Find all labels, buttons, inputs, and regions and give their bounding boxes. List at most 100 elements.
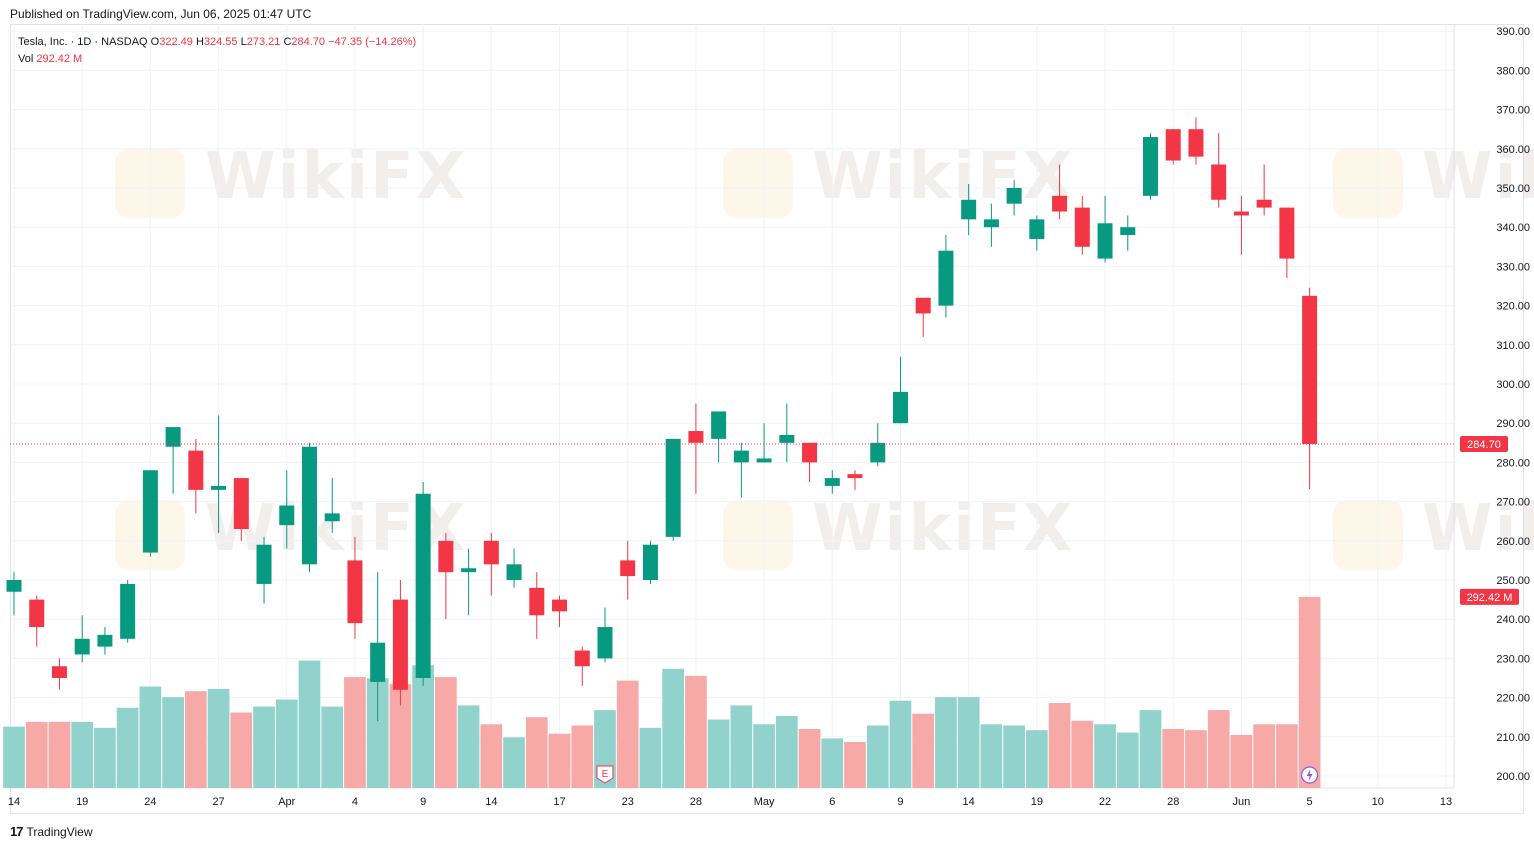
price-tick-label: 390.00 [1496, 26, 1530, 38]
price-tick-label: 310.00 [1496, 340, 1530, 352]
candle-body [983, 219, 999, 228]
price-tick-label: 210.00 [1496, 732, 1530, 744]
time-tick-label: 9 [420, 796, 426, 808]
time-tick-label: 6 [829, 796, 835, 808]
ohlc-row: Tesla, Inc. · 1D · NASDAQ O322.49 H324.5… [18, 34, 416, 51]
volume-bar [662, 668, 685, 788]
volume-bar [1116, 732, 1139, 788]
symbol-label[interactable]: Tesla, Inc. · 1D · NASDAQ [18, 36, 148, 48]
candle-body [51, 666, 67, 678]
candle-body [733, 450, 749, 463]
candle-body [688, 431, 704, 443]
time-tick-label: Apr [278, 796, 295, 808]
candle-body [938, 250, 954, 306]
watermark-text: WikiFX [205, 140, 468, 214]
candle-body [597, 627, 613, 659]
candle-body [370, 642, 386, 682]
earnings-icon: E [602, 769, 609, 780]
volume-bar [935, 697, 957, 788]
candle-body [915, 297, 931, 314]
time-tick-label: May [754, 796, 775, 808]
time-tick-label: Jun [1233, 796, 1251, 808]
volume-bar [253, 706, 275, 788]
time-tick-label: 19 [76, 796, 88, 808]
candle-body [97, 634, 113, 647]
time-tick-label: 4 [352, 796, 358, 808]
candle-body [1052, 195, 1068, 212]
volume-bar [344, 677, 366, 788]
volume-bar [707, 719, 730, 788]
candle-body [211, 485, 227, 490]
time-tick-label: 19 [1031, 796, 1043, 808]
volume-bar [94, 727, 116, 788]
price-tick-label: 240.00 [1496, 614, 1530, 626]
volume-bar [275, 699, 298, 788]
price-tick-label: 200.00 [1496, 771, 1530, 783]
volume-bar [139, 686, 162, 788]
volume-label[interactable]: Vol [18, 53, 34, 65]
volume-bar [1230, 734, 1253, 788]
candle-body [483, 540, 499, 565]
volume-bar [184, 691, 207, 788]
last-volume-label: 292.42 M [1467, 592, 1513, 604]
volume-bar [503, 737, 525, 788]
tradingview-footer[interactable]: 17 TradingView [10, 824, 93, 839]
watermark-badge [1333, 500, 1403, 570]
candle-body [461, 568, 477, 573]
volume-bar [571, 725, 594, 788]
volume-bar [1207, 710, 1230, 788]
candle-body [756, 458, 772, 463]
volume-bar [844, 741, 866, 788]
price-tick-label: 290.00 [1496, 418, 1530, 430]
candle-body [29, 599, 45, 628]
time-tick-label: 14 [963, 796, 975, 808]
volume-bar [685, 675, 707, 788]
volume-bar [753, 724, 775, 788]
time-tick-label: 23 [622, 796, 634, 808]
time-tick-label: 10 [1372, 796, 1384, 808]
volume-bar [116, 707, 139, 788]
candle-body [1097, 223, 1113, 259]
last-volume-badge [1460, 588, 1519, 605]
price-tick-label: 270.00 [1496, 497, 1530, 509]
price-tick-label: 380.00 [1496, 65, 1530, 77]
volume-bar [207, 688, 230, 788]
candle-body [233, 478, 249, 530]
candle-body [301, 446, 317, 565]
candle-body [620, 560, 636, 577]
volume-bar [730, 705, 753, 788]
candle-body [392, 599, 408, 690]
price-tick-label: 300.00 [1496, 379, 1530, 391]
volume-bar [366, 678, 389, 788]
volume-bar [412, 665, 435, 788]
candle-body [1188, 129, 1204, 157]
candle-body [506, 564, 522, 580]
volume-bar [435, 677, 457, 788]
candle-body [1143, 137, 1158, 196]
earnings-icon [596, 765, 614, 784]
last-price-badge [1460, 435, 1508, 452]
volume-value: 292.42 M [36, 53, 83, 65]
volume-bar [1139, 710, 1162, 788]
volume-bar [866, 725, 889, 788]
candle-body [665, 438, 681, 537]
candle-body [711, 411, 727, 439]
volume-bar [162, 697, 184, 788]
volume-bar [1025, 730, 1048, 788]
published-caption: Published on TradingView.com, Jun 06, 20… [10, 7, 312, 21]
price-tick-label: 330.00 [1496, 261, 1530, 273]
candle-body [142, 470, 158, 553]
time-tick-label: 14 [8, 796, 20, 808]
lightning-icon [1306, 769, 1313, 781]
close-label: C [283, 36, 292, 48]
candle-body [779, 434, 795, 443]
volume-bar [889, 700, 912, 788]
candle-body [279, 505, 295, 526]
volume-row: Vol 292.42 M [18, 51, 416, 68]
price-tick-label: 320.00 [1496, 301, 1530, 313]
volume-bar [1094, 724, 1116, 788]
time-tick-label: 13 [1440, 796, 1452, 808]
candle-body [1302, 295, 1318, 444]
time-tick-label: 28 [690, 796, 702, 808]
